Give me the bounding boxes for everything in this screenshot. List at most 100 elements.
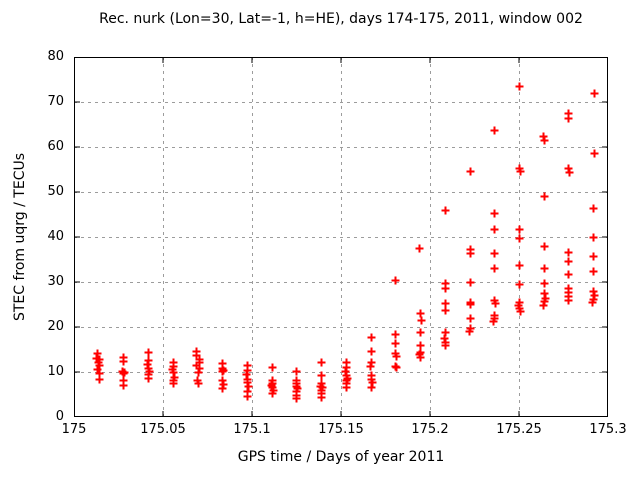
data-point bbox=[590, 89, 599, 98]
data-point bbox=[588, 298, 597, 307]
data-point bbox=[590, 149, 599, 158]
data-point bbox=[416, 341, 425, 350]
y-tick-label: 70 bbox=[47, 94, 64, 109]
data-point bbox=[441, 284, 450, 293]
data-point bbox=[292, 394, 301, 403]
y-tick-label: 50 bbox=[47, 184, 64, 199]
x-tick-label: 175.1 bbox=[233, 422, 271, 437]
plot-area bbox=[74, 57, 608, 417]
data-point bbox=[119, 381, 128, 390]
data-point bbox=[391, 276, 400, 285]
data-point bbox=[392, 352, 401, 361]
data-point bbox=[243, 392, 252, 401]
data-point bbox=[564, 248, 573, 257]
data-point bbox=[540, 264, 549, 273]
y-tick-label: 60 bbox=[47, 139, 64, 154]
data-point bbox=[564, 296, 573, 305]
data-point bbox=[565, 168, 574, 177]
data-point bbox=[515, 82, 524, 91]
data-point bbox=[489, 317, 498, 326]
data-point bbox=[515, 261, 524, 270]
x-tick-label: 175 bbox=[61, 422, 87, 437]
data-point bbox=[317, 358, 326, 367]
data-point bbox=[465, 327, 474, 336]
data-point bbox=[317, 371, 326, 380]
data-point bbox=[366, 362, 375, 371]
data-point bbox=[490, 126, 499, 135]
data-point bbox=[367, 347, 376, 356]
data-point bbox=[415, 244, 424, 253]
x-tick-label: 175.25 bbox=[496, 422, 542, 437]
data-point bbox=[539, 301, 548, 310]
data-point bbox=[490, 264, 499, 273]
x-tick-label: 175.3 bbox=[589, 422, 627, 437]
y-tick-label: 80 bbox=[47, 49, 64, 64]
data-point bbox=[540, 279, 549, 288]
data-point bbox=[119, 357, 128, 366]
data-point bbox=[589, 233, 598, 242]
data-point bbox=[119, 369, 128, 378]
data-point bbox=[144, 374, 153, 383]
y-tick-label: 10 bbox=[47, 364, 64, 379]
data-point bbox=[169, 379, 178, 388]
data-point bbox=[490, 225, 499, 234]
data-point bbox=[342, 383, 351, 392]
data-point bbox=[391, 330, 400, 339]
data-point bbox=[218, 367, 227, 376]
data-point bbox=[466, 249, 475, 258]
y-tick-label: 20 bbox=[47, 319, 64, 334]
data-point bbox=[441, 306, 450, 315]
data-point bbox=[589, 267, 598, 276]
y-tick-label: 0 bbox=[55, 409, 64, 424]
data-point bbox=[516, 167, 525, 176]
data-point bbox=[417, 316, 426, 325]
data-point bbox=[367, 333, 376, 342]
x-tick-label: 175.05 bbox=[140, 422, 186, 437]
data-point bbox=[516, 307, 525, 316]
data-point bbox=[392, 363, 401, 372]
data-point bbox=[515, 280, 524, 289]
data-point bbox=[564, 270, 573, 279]
data-point bbox=[144, 348, 153, 357]
data-point bbox=[441, 299, 450, 308]
data-point bbox=[367, 383, 376, 392]
data-point bbox=[466, 167, 475, 176]
data-point bbox=[194, 368, 203, 377]
x-axis-title: GPS time / Days of year 2011 bbox=[237, 449, 445, 465]
data-point bbox=[268, 389, 277, 398]
data-point bbox=[292, 367, 301, 376]
y-tick-label: 40 bbox=[47, 229, 64, 244]
data-point bbox=[416, 353, 425, 362]
data-point bbox=[490, 209, 499, 218]
data-point bbox=[466, 314, 475, 323]
data-point bbox=[194, 379, 203, 388]
data-point bbox=[589, 204, 598, 213]
data-point bbox=[564, 257, 573, 266]
data-point bbox=[441, 206, 450, 215]
data-point bbox=[564, 114, 573, 123]
data-point bbox=[515, 234, 524, 243]
data-point bbox=[317, 393, 326, 402]
y-tick-label: 30 bbox=[47, 274, 64, 289]
data-point bbox=[589, 252, 598, 261]
data-point bbox=[95, 375, 104, 384]
data-point bbox=[416, 328, 425, 337]
data-point bbox=[540, 192, 549, 201]
data-point bbox=[416, 309, 425, 318]
data-point bbox=[268, 363, 277, 372]
data-point bbox=[540, 242, 549, 251]
data-point bbox=[218, 384, 227, 393]
data-point bbox=[540, 136, 549, 145]
data-point bbox=[466, 300, 475, 309]
scatter-plot-canvas bbox=[74, 57, 608, 417]
data-point bbox=[441, 341, 450, 350]
data-point bbox=[490, 249, 499, 258]
data-point bbox=[391, 339, 400, 348]
data-point bbox=[515, 225, 524, 234]
x-tick-label: 175.2 bbox=[411, 422, 449, 437]
data-point bbox=[466, 278, 475, 287]
x-tick-label: 175.15 bbox=[318, 422, 364, 437]
chart-title: Rec. nurk (Lon=30, Lat=-1, h=HE), days 1… bbox=[99, 11, 583, 27]
data-point bbox=[491, 299, 500, 308]
